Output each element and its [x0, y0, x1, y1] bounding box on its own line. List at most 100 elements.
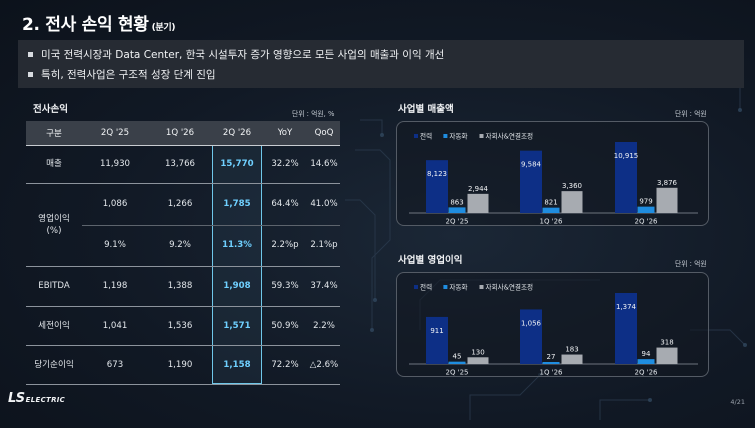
table-cell: 1,041 [102, 320, 128, 331]
table-row-label: 영업이익 (%) [38, 213, 70, 236]
data-label: 3,876 [657, 179, 678, 187]
legend-label: 자회사&연결조정 [486, 132, 534, 141]
bar-전력 [520, 150, 542, 213]
table-cell: 1,190 [167, 359, 193, 370]
legend-label: 자동화 [449, 283, 467, 292]
legend-swatch [479, 285, 484, 289]
table-cell: 1,198 [102, 281, 128, 291]
bar-전력 [615, 142, 637, 213]
table-cell: 11,930 [99, 159, 131, 169]
table-divider [82, 224, 340, 226]
table-cell: 37.4% [310, 281, 338, 291]
pl-table: 구분 2Q '25 1Q '26 2Q '26 YoY QoQ 매출 11,930 13,766… [26, 121, 340, 385]
bar-자회사&연결조정 [656, 187, 678, 213]
table-cell: 32.2% [271, 159, 299, 169]
op-chart-title: 사업별 영업이익 [398, 255, 463, 266]
table-row-label: 당기순이익 [34, 359, 74, 370]
data-label: 979 [639, 198, 652, 206]
legend-swatch [479, 134, 484, 138]
table-row-label: 세전이익 [38, 320, 70, 331]
data-label: 1,056 [521, 319, 542, 327]
table-cell: 1,158 [223, 359, 251, 370]
legend-swatch [414, 134, 418, 138]
bar-전력 [426, 160, 448, 213]
op-chart: 전력 자동화 자회사&연결조정 911 45 130 2Q '25 1,056 27 183 1Q … [396, 272, 709, 377]
table-cell: 1,908 [223, 281, 251, 291]
bullet-square-icon [28, 71, 33, 77]
data-label: 9,584 [521, 161, 542, 169]
table-cell: 72.2% [271, 359, 299, 370]
bar-자동화 [542, 207, 560, 213]
data-label: 94 [642, 350, 651, 358]
revenue-chart-title: 사업별 매출액 [398, 104, 454, 115]
table-cell: 13,766 [164, 159, 196, 169]
x-tick-label: 2Q '25 [445, 369, 468, 377]
x-tick-label: 1Q '26 [539, 369, 563, 377]
bar-자회사&연결조정 [561, 354, 583, 364]
x-tick-label: 2Q '26 [634, 369, 658, 377]
table-cell: 64.4% [271, 198, 299, 209]
bar-자동화 [542, 362, 560, 364]
data-label: 8,123 [427, 170, 447, 178]
data-label: 130 [471, 348, 484, 356]
summary-bullet-text: 특히, 전력사업은 구조적 성장 단계 진입 [41, 69, 216, 81]
table-cell: 9.1% [104, 240, 126, 251]
table-cell: 41.0% [310, 198, 338, 209]
bullet-square-icon [28, 51, 33, 57]
table-header-cell: QoQ [308, 121, 340, 145]
table-unit: 단위 : 억원, % [292, 110, 335, 118]
bar-전력 [615, 293, 637, 364]
table-divider [26, 183, 340, 184]
table-header-cell: 1Q '26 [148, 121, 212, 145]
table-cell: 11.3% [222, 240, 252, 251]
table-cell: 1,536 [167, 320, 193, 331]
page-title: 2. 전사 손익 현황 (분기) [22, 10, 175, 35]
bar-자회사&연결조정 [467, 193, 489, 213]
company-logo: LSELECTRIC [8, 391, 66, 406]
legend-label: 자회사&연결조정 [486, 283, 534, 292]
legend-label: 전력 [420, 132, 432, 141]
legend-label: 자동화 [449, 132, 467, 141]
summary-bullet-text: 미국 전력시장과 Data Center, 한국 시설투자 증가 영향으로 모든… [41, 49, 445, 61]
table-divider [26, 266, 340, 267]
table-title: 전사손익 [33, 104, 68, 115]
bar-전력 [520, 309, 542, 364]
revenue-chart-unit: 단위 : 억원 [675, 110, 707, 118]
legend-swatch [443, 285, 448, 289]
data-label: 863 [450, 198, 463, 206]
table-cell: 59.3% [271, 281, 299, 291]
data-label: 911 [430, 327, 443, 335]
table-cell: 2.2%p [271, 240, 299, 251]
table-cell: 1,086 [102, 198, 128, 209]
revenue-chart: 전력 자동화 자회사&연결조정 8,123 863 2,944 2Q '25 9,584 821… [396, 121, 709, 226]
data-label: 2,944 [468, 185, 489, 193]
bar-자회사&연결조정 [561, 191, 583, 213]
bar-전력 [426, 316, 448, 364]
legend-swatch [443, 134, 448, 138]
legend-swatch [414, 285, 418, 289]
table-header-cell: 구분 [26, 121, 82, 145]
table-cell: 2.2% [313, 320, 335, 331]
table-cell: 1,571 [223, 320, 251, 331]
table-divider [26, 145, 340, 146]
summary-box: 미국 전력시장과 Data Center, 한국 시설투자 증가 영향으로 모든… [18, 40, 744, 88]
op-chart-unit: 단위 : 억원 [675, 260, 707, 268]
data-label: 183 [565, 346, 578, 354]
table-cell: 14.6% [310, 159, 338, 169]
summary-bullet: 미국 전력시장과 Data Center, 한국 시설투자 증가 영향으로 모든… [28, 47, 444, 62]
legend-label: 전력 [420, 283, 432, 292]
bar-자회사&연결조정 [467, 357, 489, 364]
table-header-cell: 2Q '25 [82, 121, 148, 145]
table-row-label: EBITDA [38, 281, 70, 291]
x-tick-label: 1Q '26 [539, 218, 563, 226]
data-label: 821 [544, 199, 557, 207]
table-divider [26, 306, 340, 307]
bar-자동화 [448, 207, 466, 213]
x-tick-label: 2Q '25 [445, 218, 468, 226]
revenue-chart-svg: 전력 자동화 자회사&연결조정 8,123 863 2,944 2Q '25 9,584 821… [409, 132, 698, 226]
table-cell: 673 [106, 359, 124, 370]
table-cell: 1,785 [223, 198, 251, 209]
table-header-cell: 2Q '26 [212, 121, 262, 145]
summary-bullet: 특히, 전력사업은 구조적 성장 단계 진입 [28, 67, 216, 82]
